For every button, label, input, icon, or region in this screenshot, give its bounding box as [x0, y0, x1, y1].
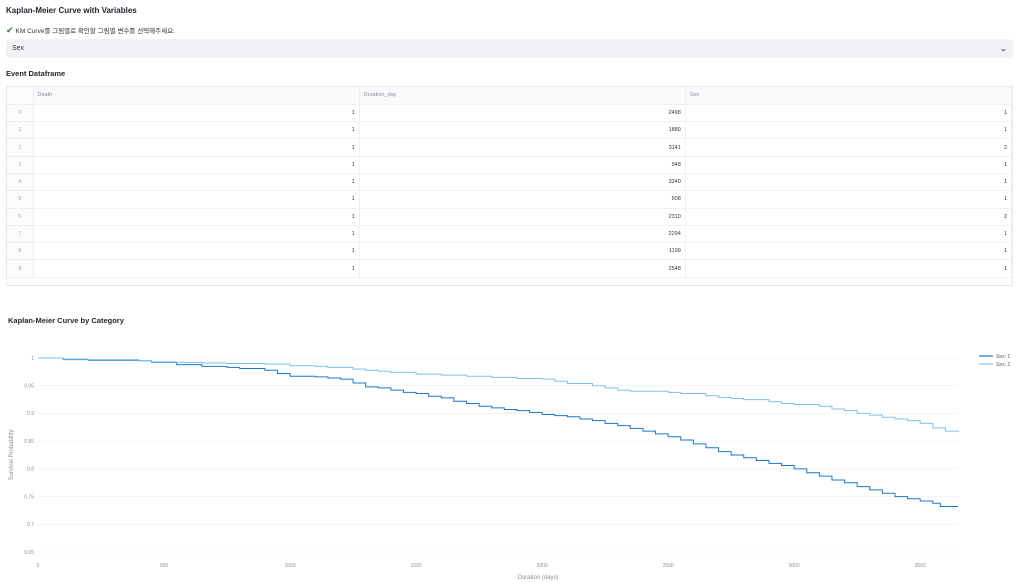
cell-sex[interactable]: 1: [685, 242, 1012, 261]
row-index[interactable]: 2: [7, 138, 34, 157]
x-tick-label: 0: [37, 563, 40, 569]
y-axis-ticks: 0.65 0.7 0.75 0.8 0.85 0.9 0.95 1: [24, 356, 34, 556]
x-tick-label: 1000: [284, 563, 295, 569]
column-header-duration[interactable]: Duration_day: [359, 87, 686, 105]
column-header-death[interactable]: Death: [33, 87, 360, 105]
x-tick-label: 2000: [537, 563, 548, 569]
series-line-2[interactable]: [38, 357, 959, 433]
y-tick-label: 0.95: [24, 384, 34, 390]
row-index[interactable]: 5: [7, 190, 34, 209]
x-tick-label: 3000: [789, 563, 800, 569]
table-row[interactable]: 5 1 608 1: [7, 190, 1012, 209]
row-index[interactable]: 9: [7, 259, 34, 278]
cell-duration[interactable]: 2548: [359, 259, 686, 278]
cell-death[interactable]: 1: [33, 104, 360, 123]
cell-duration[interactable]: 2294: [359, 225, 686, 244]
row-index[interactable]: 0: [7, 104, 34, 123]
column-header-index[interactable]: [7, 87, 34, 105]
cell-death[interactable]: 1: [33, 173, 360, 192]
x-tick-label: 1500: [411, 563, 422, 569]
cell-sex[interactable]: 1: [685, 121, 1012, 140]
y-tick-label: 0.7: [27, 522, 34, 528]
series-line-1[interactable]: [38, 357, 958, 508]
page-title: Kaplan-Meier Curve with Variables: [6, 6, 137, 15]
row-index[interactable]: 4: [7, 173, 34, 192]
column-header-sex[interactable]: Sex: [685, 87, 1012, 105]
table-row[interactable]: 6 1 2310 2: [7, 208, 1012, 226]
x-tick-label: 3500: [915, 563, 926, 569]
x-tick-label: 500: [160, 563, 169, 569]
table-row[interactable]: 4 1 3240 1: [7, 173, 1012, 192]
table-row[interactable]: 9 1 2548 1: [7, 259, 1012, 278]
y-axis-title: Survival Probability: [9, 429, 15, 480]
cell-duration[interactable]: 608: [359, 190, 686, 209]
chart-grid: [38, 357, 958, 553]
dataframe-title: Event Dataframe: [6, 69, 66, 78]
cell-duration[interactable]: 948: [359, 156, 686, 174]
variable-select[interactable]: Sex ⌄: [6, 39, 1013, 58]
cell-death[interactable]: 1: [33, 190, 360, 209]
table-row[interactable]: 8 1 1199 1: [7, 242, 1012, 261]
cell-duration[interactable]: 1199: [359, 242, 686, 261]
table-row[interactable]: 1 1 1889 1: [7, 121, 1012, 140]
cell-sex[interactable]: 1: [685, 104, 1012, 123]
cell-sex[interactable]: 1: [685, 225, 1012, 244]
row-index[interactable]: 3: [7, 156, 34, 174]
legend-label[interactable]: Sex: 1: [996, 354, 1010, 360]
y-tick-label: 0.8: [27, 467, 34, 473]
y-tick-label: 0.9: [27, 411, 34, 417]
y-tick-label: 1: [31, 356, 34, 362]
table-row[interactable]: 2 1 3141 2: [7, 138, 1012, 157]
cell-duration[interactable]: 2310: [359, 208, 686, 226]
cell-death[interactable]: 1: [33, 242, 360, 261]
cell-death[interactable]: 1: [33, 225, 360, 244]
cell-duration[interactable]: 3141: [359, 138, 686, 157]
row-index[interactable]: 1: [7, 121, 34, 140]
cell-sex[interactable]: 1: [685, 156, 1012, 174]
table-row[interactable]: 7 1 2294 1: [7, 225, 1012, 244]
table-row[interactable]: 0 1 2498 1: [7, 104, 1012, 123]
y-tick-label: 0.85: [24, 439, 34, 445]
event-dataframe[interactable]: Death Duration_day Sex 0 1 2498 1 1 1 1889 1 2 1 3…: [6, 86, 1013, 286]
row-index[interactable]: 8: [7, 242, 34, 261]
data-table: Death Duration_day Sex 0 1 2498 1 1 1 1889 1 2 1 3…: [7, 87, 1012, 278]
cell-sex[interactable]: 1: [685, 173, 1012, 192]
checkmark-icon: ✔: [6, 24, 14, 35]
legend-label[interactable]: Sex: 2: [996, 362, 1010, 368]
cell-sex[interactable]: 2: [685, 208, 1012, 226]
select-label-row: ✔ KM Curve를 그림별로 확인할 그림별 변수를 선택해주세요:: [6, 25, 175, 35]
y-tick-label: 0.75: [24, 494, 34, 500]
select-label: KM Curve를 그림별로 확인할 그림별 변수를 선택해주세요:: [15, 28, 175, 35]
y-tick-label: 0.65: [24, 550, 34, 556]
table-row[interactable]: 3 1 948 1: [7, 156, 1012, 174]
select-value: Sex: [12, 45, 25, 52]
table-header-row: Death Duration_day Sex: [7, 87, 1012, 105]
x-axis-ticks: 0 500 1000 1500 2000 2500 3000 3500: [37, 563, 926, 569]
cell-death[interactable]: 1: [33, 121, 360, 140]
chart-series: [38, 357, 959, 508]
cell-duration[interactable]: 3240: [359, 173, 686, 192]
km-chart[interactable]: 0.65 0.7 0.75 0.8 0.85 0.9 0.95 1 0 500 1000 1500 2…: [0, 340, 1020, 585]
row-index[interactable]: 6: [7, 208, 34, 226]
cell-death[interactable]: 1: [33, 156, 360, 174]
chevron-down-icon[interactable]: ⌄: [999, 44, 1009, 53]
chart-title: Kaplan-Meier Curve by Category: [8, 316, 124, 325]
cell-death[interactable]: 1: [33, 138, 360, 157]
row-index[interactable]: 7: [7, 225, 34, 244]
cell-sex[interactable]: 2: [685, 138, 1012, 157]
x-tick-label: 2500: [663, 563, 674, 569]
cell-duration[interactable]: 1889: [359, 121, 686, 140]
cell-duration[interactable]: 2498: [359, 104, 686, 123]
chart-legend[interactable]: Sex: 1 Sex: 2: [979, 354, 1010, 368]
cell-death[interactable]: 1: [33, 208, 360, 226]
cell-sex[interactable]: 1: [685, 190, 1012, 209]
cell-sex[interactable]: 1: [685, 259, 1012, 278]
cell-death[interactable]: 1: [33, 259, 360, 278]
x-axis-title: Duration (days): [517, 575, 558, 581]
